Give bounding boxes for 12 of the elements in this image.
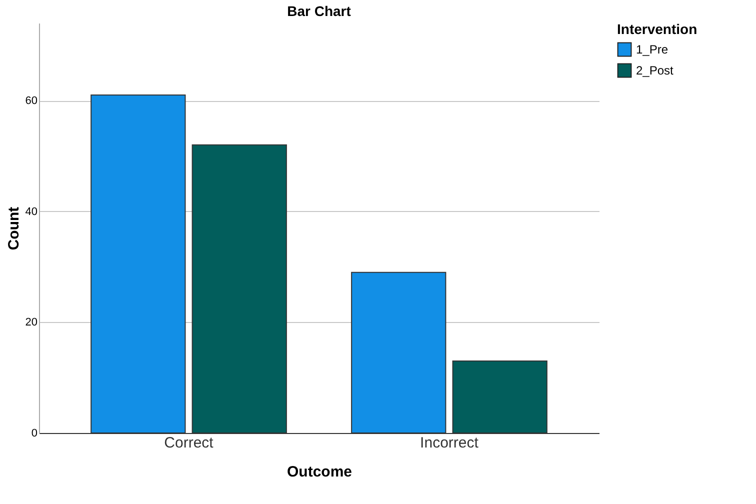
chart-title: Bar Chart: [287, 3, 352, 19]
y-tick-label: 40: [25, 206, 38, 218]
legend-title: Intervention: [617, 21, 698, 37]
x-tick-label: Correct: [164, 434, 214, 452]
legend-label: 1_Pre: [636, 42, 668, 56]
x-tick-label: Incorrect: [420, 434, 480, 452]
y-tick-label: 0: [31, 428, 38, 440]
legend-label: 2_Post: [636, 64, 674, 78]
y-axis-title: Count: [5, 206, 22, 250]
y-tick-label: 60: [25, 95, 38, 108]
x-axis-title: Outcome: [286, 464, 352, 480]
y-tick-label: 20: [25, 316, 38, 329]
